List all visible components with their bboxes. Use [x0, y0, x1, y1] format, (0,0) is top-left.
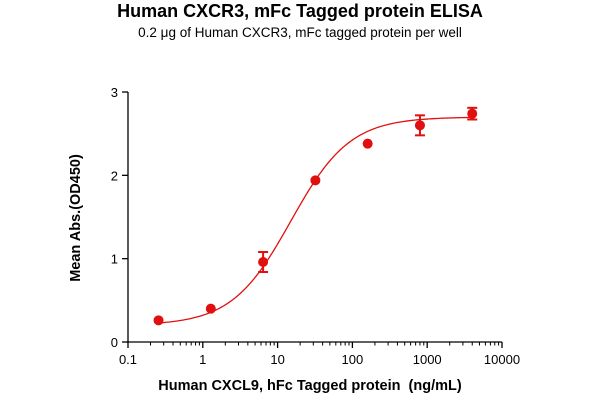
- y-tick-label: 2: [111, 168, 118, 183]
- x-tick-label: 100: [342, 352, 364, 367]
- data-point: [153, 315, 164, 326]
- x-tick-label: 1000: [413, 352, 442, 367]
- x-tick-label: 1: [199, 352, 206, 367]
- data-points-layer: [153, 106, 478, 326]
- y-tick-label: 3: [111, 85, 118, 100]
- data-point: [414, 120, 425, 131]
- fit-curve-layer: [158, 116, 473, 324]
- data-point: [362, 138, 373, 149]
- y-tick-label: 1: [111, 252, 118, 267]
- x-tick-label: 10: [270, 352, 284, 367]
- data-point: [258, 257, 269, 267]
- chart-title: Human CXCR3, mFc Tagged protein ELISA: [117, 1, 483, 21]
- y-tick-label: 0: [111, 335, 118, 350]
- fit-curve: [158, 116, 473, 324]
- x-axis-title: Human CXCL9, hFc Tagged protein (ng/mL): [158, 378, 462, 394]
- axes-layer: 0 1 2 3 0.1 1 10 100 1000 10000: [111, 85, 520, 367]
- chart-subtitle: 0.2 μg of Human CXCR3, mFc tagged protei…: [138, 25, 462, 40]
- x-tick-label: 0.1: [119, 352, 137, 367]
- y-axis-title: Mean Abs.(OD450): [68, 154, 84, 282]
- x-tick-label: 10000: [484, 352, 520, 367]
- data-point: [467, 108, 478, 119]
- data-point: [310, 175, 321, 186]
- data-point: [205, 303, 216, 314]
